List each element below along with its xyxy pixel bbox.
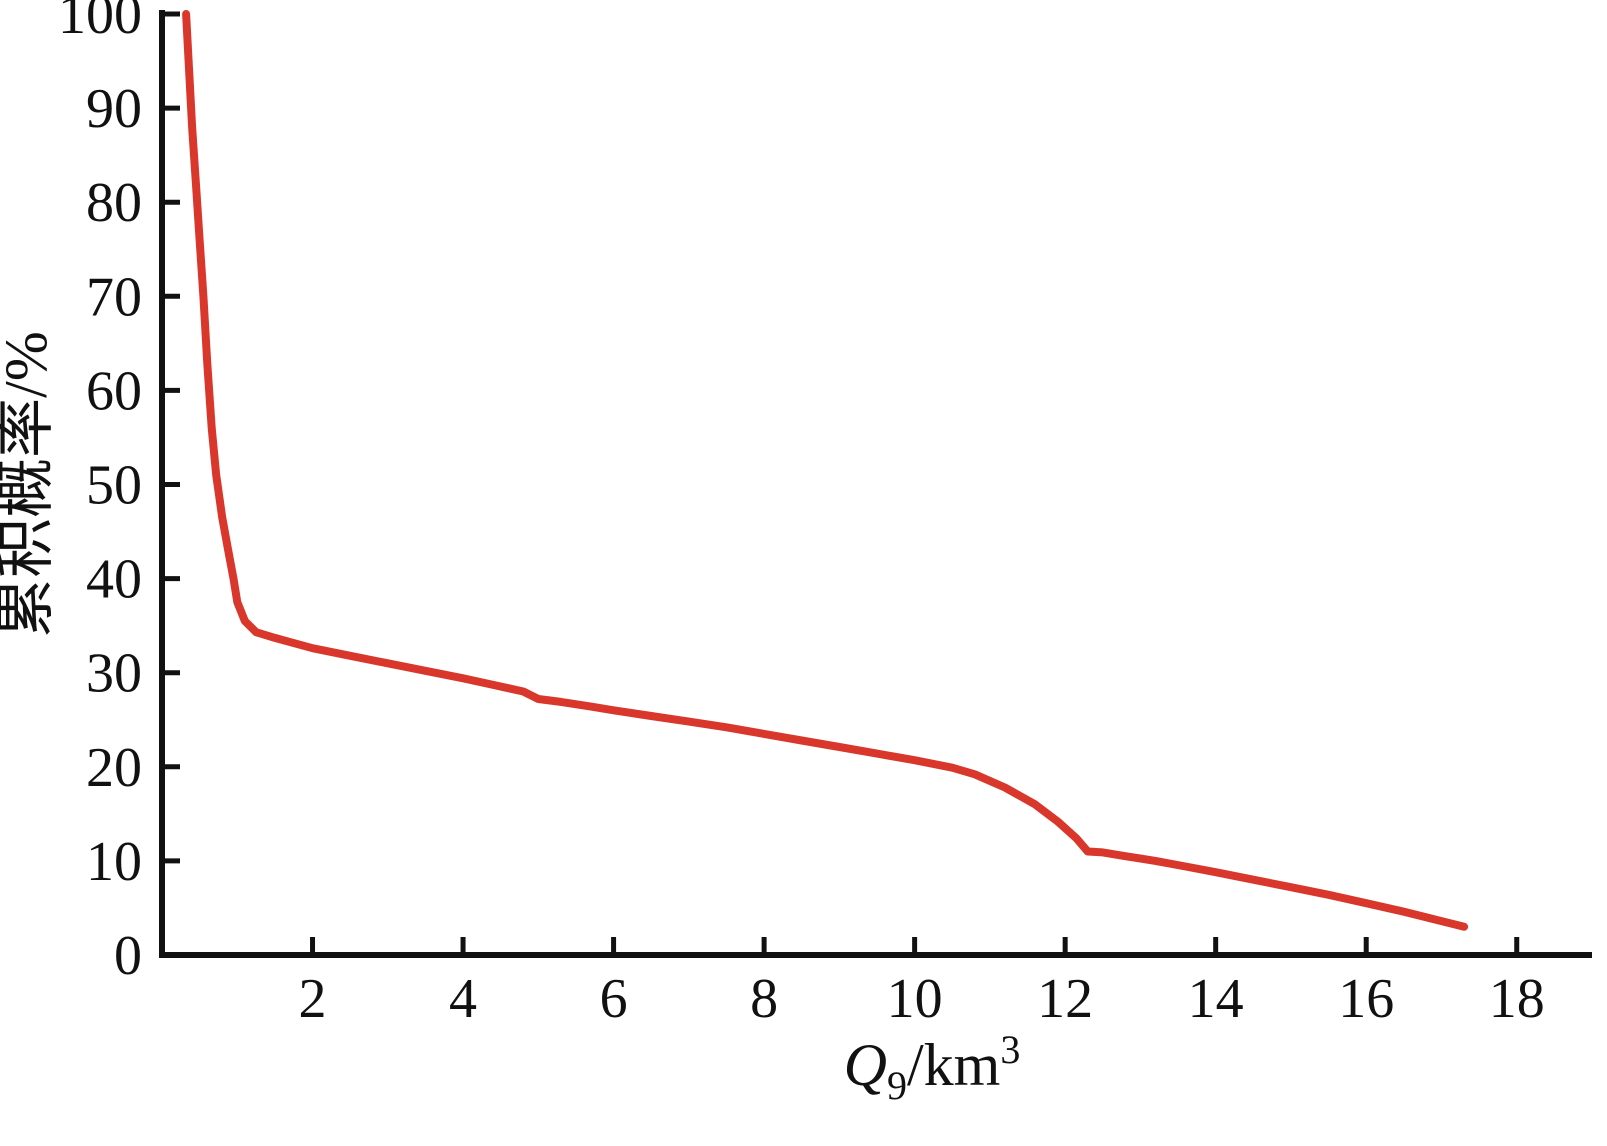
data-curve (182, 10, 1469, 931)
y-tick-label: 50 (86, 455, 142, 517)
y-tick-label: 80 (86, 172, 142, 234)
x-tick-label: 12 (1037, 968, 1093, 1030)
x-tick-label: 18 (1489, 968, 1545, 1030)
y-tick-label: 100 (58, 0, 142, 46)
x-label-subscript: 9 (887, 1063, 907, 1108)
y-tick-label: 10 (86, 831, 142, 893)
x-tick-label: 4 (449, 968, 477, 1030)
y-tick-label: 70 (86, 266, 142, 328)
x-label-symbol: Q (844, 1032, 887, 1098)
x-label-unit: /km (907, 1032, 1000, 1098)
y-tick-label: 20 (86, 737, 142, 799)
y-tick-label: 40 (86, 549, 142, 611)
y-tick-label: 90 (86, 78, 142, 140)
y-tick-label: 30 (86, 643, 142, 705)
y-axis-label: 累积概率/% (0, 331, 59, 638)
y-tick-label: 60 (86, 360, 142, 422)
x-tick-label: 16 (1338, 968, 1394, 1030)
x-tick-label: 2 (299, 968, 327, 1030)
x-tick-label: 14 (1188, 968, 1244, 1030)
x-tick-label: 8 (750, 968, 778, 1030)
y-axis-tick-labels: 0 10 20 30 40 50 60 70 80 90 100 (58, 0, 142, 987)
x-tick-label: 10 (887, 968, 943, 1030)
x-axis-tick-labels: 2 4 6 8 10 12 14 16 18 (299, 968, 1545, 1030)
y-tick-label: 0 (114, 925, 142, 987)
x-label-superscript: 3 (1000, 1027, 1020, 1072)
x-axis-label: Q9/km3 (844, 1027, 1021, 1108)
x-tick-label: 6 (600, 968, 628, 1030)
